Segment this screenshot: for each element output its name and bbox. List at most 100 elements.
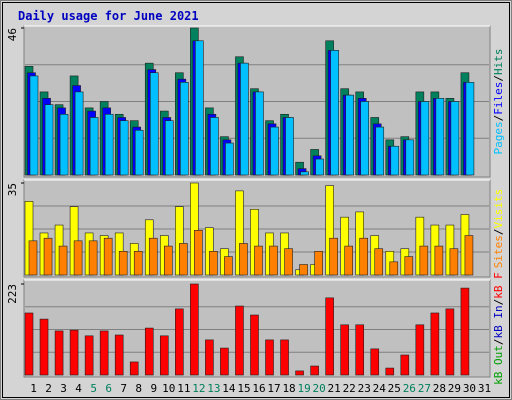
bar	[119, 120, 129, 176]
x-tick-label: 20	[313, 382, 326, 395]
bar	[74, 91, 84, 176]
x-tick-label: 22	[343, 382, 356, 395]
legend: Pages/Files/Hits	[492, 49, 505, 155]
x-tick-label: 15	[237, 382, 250, 395]
bar	[445, 308, 455, 376]
bar	[355, 324, 365, 376]
bar	[103, 237, 113, 276]
x-tick-label: 11	[177, 382, 190, 395]
bar	[209, 251, 218, 276]
bar	[88, 240, 98, 276]
legend: kB Out/kB In/kB F	[492, 272, 505, 385]
bar	[104, 113, 114, 176]
legend-entry: Pages	[492, 121, 505, 154]
legend-entry: Visits	[492, 189, 505, 229]
bar	[299, 264, 308, 276]
bar	[59, 113, 69, 176]
bar	[295, 370, 304, 376]
x-tick-label: 3	[60, 382, 67, 395]
bar	[389, 261, 399, 276]
bar	[149, 72, 159, 176]
y-tick-label: 35	[6, 183, 19, 196]
x-tick-label: 23	[358, 382, 371, 395]
bar	[265, 339, 274, 376]
bar	[419, 245, 429, 276]
bar	[175, 308, 184, 376]
bar	[269, 245, 278, 276]
bar	[450, 101, 460, 176]
legend-entry: Hits	[492, 49, 505, 76]
legend-separator: /	[492, 338, 505, 345]
bar	[240, 62, 249, 176]
bar	[284, 248, 293, 276]
bar	[250, 314, 259, 376]
bar	[29, 75, 39, 176]
bar	[163, 245, 173, 276]
bar	[464, 235, 474, 276]
x-tick-label: 21	[328, 382, 341, 395]
bar	[434, 245, 444, 276]
bar	[359, 237, 369, 276]
bar	[73, 240, 83, 276]
bar	[430, 312, 440, 376]
bar	[99, 330, 109, 376]
bar	[255, 91, 264, 176]
chart-title: Daily usage for June 2021	[18, 9, 199, 23]
bar	[84, 335, 94, 376]
x-tick-label: 19	[297, 382, 310, 395]
x-tick-label: 13	[207, 382, 220, 395]
x-tick-label: 27	[418, 382, 431, 395]
bar	[404, 256, 414, 276]
bar	[129, 361, 139, 376]
legend-entry: kB F	[492, 272, 505, 299]
bar	[194, 230, 203, 276]
bar	[314, 251, 323, 276]
bar	[280, 339, 289, 376]
bar	[360, 101, 370, 176]
bar	[390, 145, 400, 176]
legend-entry: kB Out	[492, 345, 505, 385]
bar	[39, 318, 49, 376]
legend-separator: /	[492, 115, 505, 122]
bar	[460, 287, 470, 376]
legend-entry: Files	[492, 82, 505, 115]
bar	[370, 348, 380, 376]
bar	[190, 283, 199, 376]
bar	[220, 347, 229, 376]
bar	[164, 120, 174, 176]
bar	[465, 82, 475, 176]
x-tick-label: 26	[403, 382, 416, 395]
bar	[210, 117, 219, 176]
bar	[144, 327, 154, 376]
x-tick-label: 29	[448, 382, 461, 395]
legend-entry: Sites	[492, 235, 505, 268]
x-tick-label: 8	[135, 382, 142, 395]
bar	[58, 245, 68, 276]
bar	[134, 129, 144, 176]
bar	[310, 365, 319, 376]
bar	[405, 139, 415, 176]
legend-separator: /	[492, 299, 505, 306]
bar	[330, 50, 339, 176]
bar	[285, 117, 294, 176]
bar	[28, 240, 38, 276]
x-tick-label: 12	[192, 382, 205, 395]
y-tick-label: 223	[6, 284, 19, 304]
bar	[148, 237, 158, 276]
x-tick-label: 2	[45, 382, 52, 395]
bar	[239, 243, 248, 276]
x-tick-label: 24	[373, 382, 387, 395]
bar	[420, 101, 430, 176]
bar	[89, 117, 99, 176]
bar	[400, 354, 410, 376]
x-tick-label: 17	[267, 382, 280, 395]
x-tick-label: 7	[120, 382, 127, 395]
bar	[344, 245, 353, 276]
bar	[24, 312, 34, 376]
x-tick-label: 18	[282, 382, 295, 395]
bar	[195, 40, 204, 176]
bar	[235, 305, 244, 376]
bar	[254, 245, 263, 276]
bar	[415, 324, 425, 376]
x-tick-label: 16	[252, 382, 265, 395]
